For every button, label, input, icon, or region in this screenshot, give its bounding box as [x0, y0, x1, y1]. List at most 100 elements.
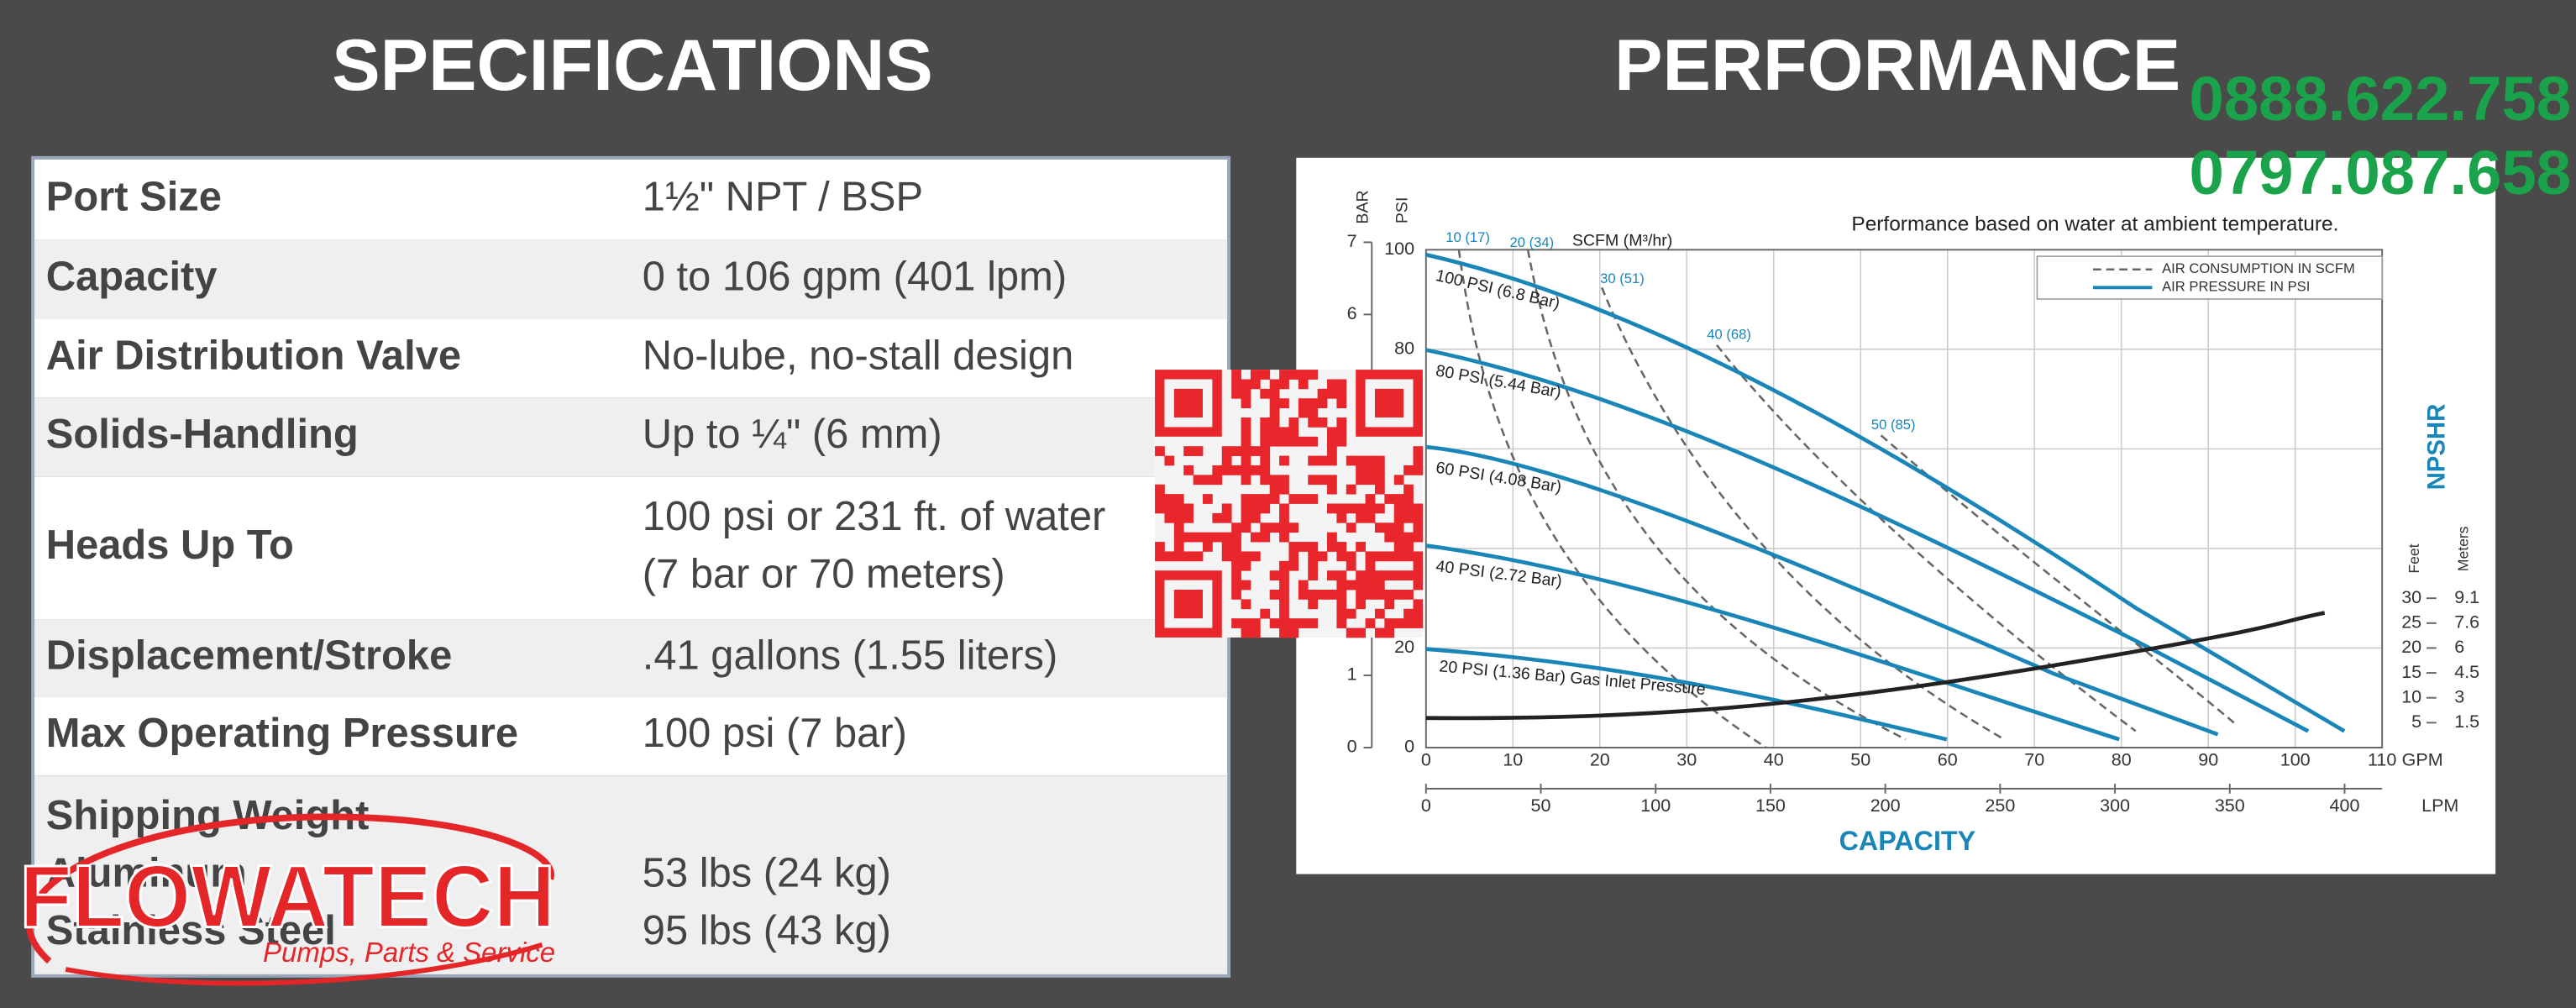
qr-module	[1308, 618, 1319, 628]
qr-module	[1308, 599, 1319, 610]
qr-module	[1269, 522, 1280, 533]
qr-module	[1308, 436, 1319, 447]
spec-value: 0 to 106 gpm (401 lpm)	[643, 254, 1067, 299]
qr-module	[1327, 570, 1337, 580]
qr-module	[1308, 398, 1319, 409]
qr-module	[1250, 446, 1261, 456]
qr-module	[1288, 522, 1299, 533]
qr-module	[1327, 503, 1337, 514]
psi-tick-label: 80	[1394, 339, 1414, 359]
spec-label: Air Distribution Valve	[46, 333, 461, 378]
lpm-tick-label: 250	[1985, 795, 2015, 816]
qr-module	[1365, 551, 1376, 562]
qr-module	[1298, 379, 1309, 390]
qr-module	[1279, 560, 1289, 571]
qr-module	[1231, 589, 1241, 600]
qr-module	[1308, 542, 1319, 552]
qr-module	[1260, 388, 1271, 399]
qr-module	[1336, 570, 1347, 580]
qr-module	[1241, 455, 1251, 466]
qr-module	[1288, 417, 1299, 428]
qr-module	[1356, 455, 1366, 466]
scfm-curve-label: 10 (17)	[1445, 229, 1490, 245]
qr-module	[1403, 532, 1414, 543]
qr-module	[1288, 551, 1299, 562]
qr-module	[1298, 436, 1309, 447]
qr-module	[1317, 455, 1328, 466]
table-row	[33, 318, 1230, 398]
logo-swoosh	[65, 942, 543, 986]
qr-module	[1212, 475, 1223, 486]
qr-module	[1413, 580, 1424, 591]
qr-module	[1221, 503, 1232, 514]
qr-module	[1336, 551, 1347, 562]
qr-module	[1336, 388, 1347, 399]
qr-module	[1317, 551, 1328, 562]
qr-module	[1384, 494, 1395, 504]
qr-module	[1260, 455, 1271, 466]
lpm-tick-label: 200	[1870, 795, 1901, 816]
qr-module	[1241, 618, 1251, 628]
qr-module	[1374, 475, 1385, 486]
lpm-tick-label: 100	[1640, 795, 1671, 816]
qr-module	[1308, 407, 1319, 418]
qr-module	[1193, 475, 1204, 486]
qr-module	[1183, 512, 1194, 523]
qr-module	[1241, 522, 1251, 533]
qr-module	[1413, 512, 1424, 523]
qr-module	[1384, 618, 1395, 628]
legend-label: AIR PRESSURE IN PSI	[2162, 279, 2310, 295]
spec-value: Up to ¼" (6 mm)	[643, 412, 942, 457]
qr-module	[1298, 370, 1309, 380]
qr-module	[1183, 465, 1194, 475]
qr-module	[1374, 608, 1385, 619]
qr-module	[1250, 465, 1261, 475]
gpm-tick-label: 50	[1850, 749, 1870, 769]
qr-module	[1356, 465, 1366, 475]
qr-module	[1384, 570, 1395, 580]
qr-module	[1308, 560, 1319, 571]
qr-module	[1327, 532, 1337, 543]
qr-module	[1327, 388, 1337, 399]
qr-module	[1231, 560, 1241, 571]
spec-label: Max Operating Pressure	[46, 711, 518, 756]
qr-module	[1231, 465, 1241, 475]
qr-module	[1317, 589, 1328, 600]
npshr-label: NPSHR	[2422, 404, 2450, 491]
qr-module	[1173, 503, 1184, 514]
qr-module	[1403, 570, 1414, 580]
air-curves	[1457, 249, 2235, 749]
qr-module	[1279, 599, 1289, 610]
qr-module	[1221, 465, 1232, 475]
qr-module	[1250, 618, 1261, 628]
spec-label: Stainless Steel	[46, 908, 336, 953]
qr-module	[1374, 580, 1385, 591]
qr-module	[1384, 551, 1395, 562]
qr-module	[1164, 551, 1175, 562]
qr-module	[1374, 484, 1385, 495]
qr-module	[1327, 475, 1337, 486]
feet-tick-label: 20	[2401, 637, 2421, 657]
qr-module	[1413, 465, 1424, 475]
qr-module	[1288, 370, 1299, 380]
qr-module	[1413, 608, 1424, 619]
qr-module	[1269, 417, 1280, 428]
qr-module	[1221, 542, 1232, 552]
lpm-tick-label: 50	[1531, 795, 1551, 816]
qr-module	[1413, 522, 1424, 533]
qr-module	[1365, 512, 1376, 523]
qr-module	[1403, 618, 1414, 628]
qr-module	[1413, 599, 1424, 610]
qr-module	[1250, 379, 1261, 390]
qr-module	[1336, 580, 1347, 591]
qr-module	[1260, 436, 1271, 447]
qr-module	[1413, 503, 1424, 514]
qr-module	[1288, 494, 1299, 504]
feet-tick-label: 30	[2401, 587, 2421, 607]
qr-module	[1260, 427, 1271, 438]
qr-module	[1365, 570, 1376, 580]
gpm-tick-label: 100	[2280, 749, 2311, 769]
qr-module	[1241, 503, 1251, 514]
qr-module	[1384, 589, 1395, 600]
qr-module	[1413, 532, 1424, 543]
